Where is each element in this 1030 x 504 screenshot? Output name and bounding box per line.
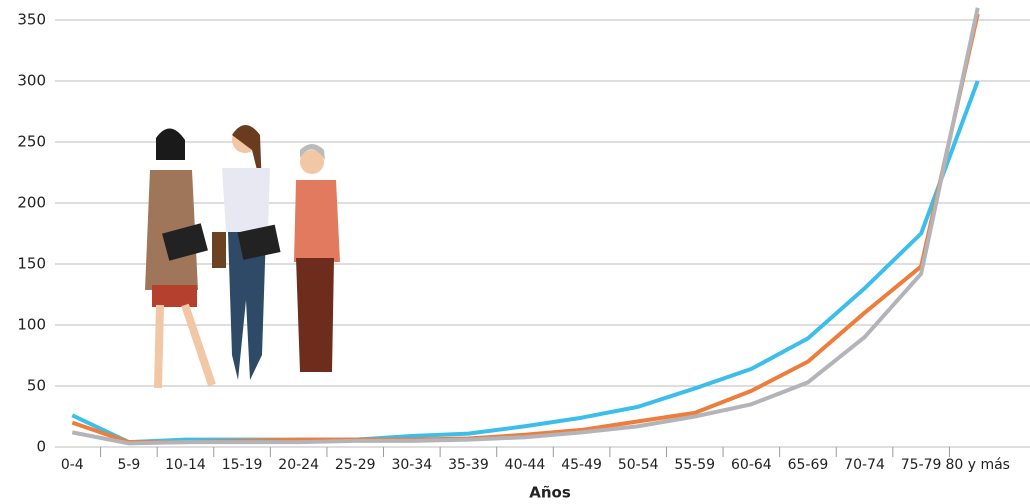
x-tick-label: 40-44 xyxy=(505,457,546,473)
x-tick-label: 15-19 xyxy=(222,457,263,473)
x-tick-label: 65-69 xyxy=(788,457,829,473)
x-axis-label: Años xyxy=(529,484,571,502)
x-tick-label: 20-24 xyxy=(278,457,319,473)
x-tick-label: 5-9 xyxy=(117,457,140,473)
x-tick-label: 55-59 xyxy=(674,457,715,473)
x-tick-label: 10-14 xyxy=(165,457,206,473)
x-tick-label: 50-54 xyxy=(618,457,659,473)
illustration xyxy=(145,125,340,389)
x-tick-label: 45-49 xyxy=(561,457,602,473)
x-tick-label: 0-4 xyxy=(61,457,84,473)
series-line xyxy=(71,80,980,445)
x-tick-label: 30-34 xyxy=(391,457,432,473)
series-line xyxy=(71,7,980,446)
y-tick-label: 100 xyxy=(17,316,46,334)
x-tick-label: 25-29 xyxy=(335,457,376,473)
x-tick-label: 70-74 xyxy=(844,457,885,473)
y-tick-label: 0 xyxy=(36,438,46,456)
y-tick-label: 350 xyxy=(17,11,46,29)
x-tick-label: 75-79 xyxy=(901,457,942,473)
y-tick-label: 200 xyxy=(17,194,46,212)
y-tick-label: 300 xyxy=(17,72,46,90)
x-tick-label: 60-64 xyxy=(731,457,772,473)
y-tick-label: 250 xyxy=(17,133,46,151)
y-tick-label: 150 xyxy=(17,255,46,273)
x-tick-label: 35-39 xyxy=(448,457,489,473)
y-tick-label: 50 xyxy=(27,377,46,395)
x-tick-label: 80 y más xyxy=(945,457,1010,473)
